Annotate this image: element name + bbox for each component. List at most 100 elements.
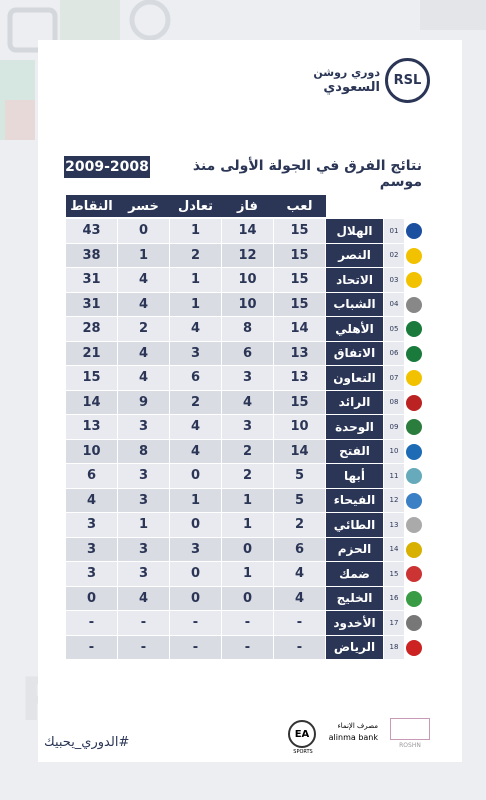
team-logo (406, 590, 422, 607)
team-cell: الاتحاد (326, 268, 383, 292)
team-cell: الوحدة (326, 415, 383, 439)
stat-cell: 15 (66, 366, 117, 390)
rank-cell: 11 (384, 464, 404, 488)
stat-cell: 3 (118, 488, 169, 512)
team-cell: النصر (326, 243, 383, 267)
stat-cell: 1 (118, 513, 169, 537)
roshn-logo (390, 718, 430, 740)
season-badge: 2009-2008 (64, 156, 150, 178)
stat-cell: 15 (274, 219, 325, 243)
stat-cell: - (118, 635, 169, 659)
stat-cell: 38 (66, 243, 117, 267)
stat-cell: 13 (274, 341, 325, 365)
stat-cell: 3 (118, 464, 169, 488)
stat-cell: 31 (66, 268, 117, 292)
stat-cell: 15 (274, 292, 325, 316)
stat-cell: 6 (274, 537, 325, 561)
stat-cell: 14 (66, 390, 117, 414)
logo-abbr: RSL (385, 58, 430, 103)
stat-cell: 3 (118, 562, 169, 586)
team-logo (406, 296, 422, 313)
stat-cell: 3 (222, 415, 273, 439)
rank-cell: 02 (384, 243, 404, 267)
stat-cell: 2 (222, 464, 273, 488)
stat-cell: 1 (222, 562, 273, 586)
stat-cell: 3 (66, 537, 117, 561)
stat-cell: 1 (118, 243, 169, 267)
logo-line: دوري روشن (313, 66, 380, 79)
stat-cell: 4 (274, 586, 325, 610)
stat-cell: 4 (170, 317, 221, 341)
stat-cell: 31 (66, 292, 117, 316)
stat-cell: 15 (274, 268, 325, 292)
team-cell: الرياض (326, 635, 383, 659)
team-logo (406, 223, 422, 239)
stat-cell: - (274, 611, 325, 635)
stat-cell: 4 (274, 562, 325, 586)
stat-cell: 1 (170, 488, 221, 512)
stat-cell: 10 (274, 415, 325, 439)
team-logo (406, 566, 422, 582)
stat-cell: 2 (118, 317, 169, 341)
stat-cell: 0 (170, 513, 221, 537)
team-logo (406, 541, 422, 558)
stat-cell: 3 (170, 537, 221, 561)
stat-cell: 3 (66, 562, 117, 586)
stat-cell: 6 (66, 464, 117, 488)
stat-cell: 4 (118, 268, 169, 292)
team-cell: ضمك (326, 562, 383, 586)
stat-cell: 2 (274, 513, 325, 537)
team-logo (406, 321, 422, 337)
stat-cell: 14 (274, 439, 325, 463)
title: نتائج الفرق في الجولة الأولى منذ موسم (192, 158, 422, 190)
team-logo (406, 394, 422, 411)
stat-cell: 0 (66, 586, 117, 610)
stat-cell: 4 (118, 292, 169, 316)
column-header: لعب (286, 198, 313, 214)
team-cell: التعاون (326, 366, 383, 390)
team-cell: الخليج (326, 586, 383, 610)
stat-cell: 3 (222, 366, 273, 390)
team-cell: الشباب (326, 292, 383, 316)
team-cell: الطائي (326, 513, 383, 537)
stat-cell: 14 (222, 219, 273, 243)
team-cell: الفيحاء (326, 488, 383, 512)
rank-cell: 06 (384, 341, 404, 365)
stat-cell: 0 (222, 537, 273, 561)
stat-cell: 13 (274, 366, 325, 390)
stat-cell: 4 (118, 586, 169, 610)
stat-cell: 8 (222, 317, 273, 341)
stat-cell: 2 (170, 390, 221, 414)
stat-cell: 1 (222, 488, 273, 512)
team-logo (406, 247, 422, 264)
stat-cell: 4 (170, 415, 221, 439)
stat-cell: - (222, 635, 273, 659)
stat-cell: 4 (170, 439, 221, 463)
stat-cell: 2 (222, 439, 273, 463)
team-cell: الهلال (326, 219, 383, 243)
stat-cell: - (66, 635, 117, 659)
rank-cell: 14 (384, 537, 404, 561)
stat-cell: 0 (170, 586, 221, 610)
rank-cell: 03 (384, 268, 404, 292)
rank-cell: 08 (384, 390, 404, 414)
team-cell: أبها (326, 464, 383, 488)
stat-cell: 9 (118, 390, 169, 414)
rank-cell: 12 (384, 488, 404, 512)
team-logo (406, 468, 422, 484)
team-logo (406, 443, 422, 460)
stat-cell: - (170, 611, 221, 635)
rank-cell: 10 (384, 439, 404, 463)
team-logo (406, 345, 422, 362)
stat-cell: 14 (274, 317, 325, 341)
roshn-text: ROSHN (399, 742, 421, 749)
team-cell: الاتفاق (326, 341, 383, 365)
bank-en: alinma bank (328, 733, 378, 742)
stat-cell: 15 (274, 390, 325, 414)
rank-cell: 15 (384, 562, 404, 586)
rank-cell: 01 (384, 219, 404, 243)
rank-cell: 13 (384, 513, 404, 537)
team-logo (406, 370, 422, 386)
stat-cell: 4 (66, 488, 117, 512)
stat-cell: 1 (170, 219, 221, 243)
